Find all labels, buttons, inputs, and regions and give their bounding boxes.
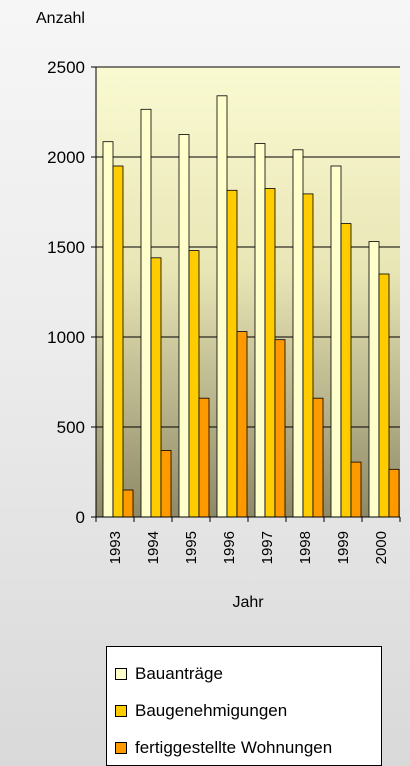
bar-bauantraege — [140, 108, 152, 518]
bar-baugenehmigungen — [302, 193, 314, 518]
x-tick-label: 1998 — [297, 531, 314, 564]
bar-wohnungen — [312, 397, 324, 518]
legend-item-bauantraege: Bauanträge — [115, 655, 381, 692]
bar-wohnungen — [160, 449, 172, 518]
legend-swatch-baugenehmigungen — [115, 704, 127, 717]
axes: 0 500 1000 1500 2000 2500 1993 1994 1995 1996 1997… — [47, 58, 401, 564]
x-tick-label: 2000 — [373, 531, 390, 564]
bar-wohnungen — [274, 339, 286, 518]
x-tick-label: 1995 — [183, 531, 200, 564]
bar-bauantraege — [368, 241, 380, 518]
bar-wohnungen — [388, 468, 400, 518]
legend-item-wohnungen: fertiggestellte Wohnungen — [115, 729, 381, 766]
x-tick-label: 1999 — [335, 531, 352, 564]
bar-bauantraege — [254, 143, 266, 518]
bar-wohnungen — [350, 461, 362, 518]
bar-chart: 0 500 1000 1500 2000 2500 1993 1994 1995 1996 1997… — [36, 10, 401, 611]
bar-baugenehmigungen — [226, 189, 238, 518]
y-tick-label: 2000 — [47, 148, 85, 167]
legend: Bauanträge Baugenehmigungen fertiggestel… — [106, 646, 382, 766]
x-axis-label: Jahr — [232, 594, 264, 611]
legend-swatch-wohnungen — [115, 741, 127, 754]
bar-bauantraege — [178, 134, 190, 518]
y-axis-label: Anzahl — [36, 10, 85, 27]
x-tick-label: 1994 — [145, 531, 162, 564]
bar-baugenehmigungen — [112, 165, 124, 518]
y-tick-label: 1000 — [47, 328, 85, 347]
bar-baugenehmigungen — [188, 250, 200, 518]
bar-bauantraege — [330, 165, 342, 518]
bar-bauantraege — [216, 95, 228, 518]
legend-label-bauantraege: Bauanträge — [135, 663, 223, 683]
bar-wohnungen — [122, 489, 134, 518]
bar-bauantraege — [292, 149, 304, 518]
y-tick-label: 2500 — [47, 58, 85, 77]
bar-bauantraege — [102, 141, 114, 518]
legend-label-wohnungen: fertiggestellte Wohnungen — [135, 737, 333, 757]
bar-baugenehmigungen — [340, 223, 352, 518]
x-tick-label: 1997 — [259, 531, 276, 564]
x-tick-label: 1996 — [221, 531, 238, 564]
legend-swatch-bauantraege — [115, 667, 127, 680]
bar-wohnungen — [198, 397, 210, 518]
legend-label-baugenehmigungen: Baugenehmigungen — [135, 700, 288, 720]
y-tick-label: 0 — [76, 508, 85, 527]
legend-item-baugenehmigungen: Baugenehmigungen — [115, 692, 381, 729]
y-tick-label: 500 — [57, 418, 85, 437]
bar-baugenehmigungen — [150, 257, 162, 518]
bar-baugenehmigungen — [264, 188, 276, 518]
x-tick-label: 1993 — [107, 531, 124, 564]
y-tick-label: 1500 — [47, 238, 85, 257]
bar-baugenehmigungen — [378, 273, 390, 518]
bar-wohnungen — [236, 331, 248, 518]
